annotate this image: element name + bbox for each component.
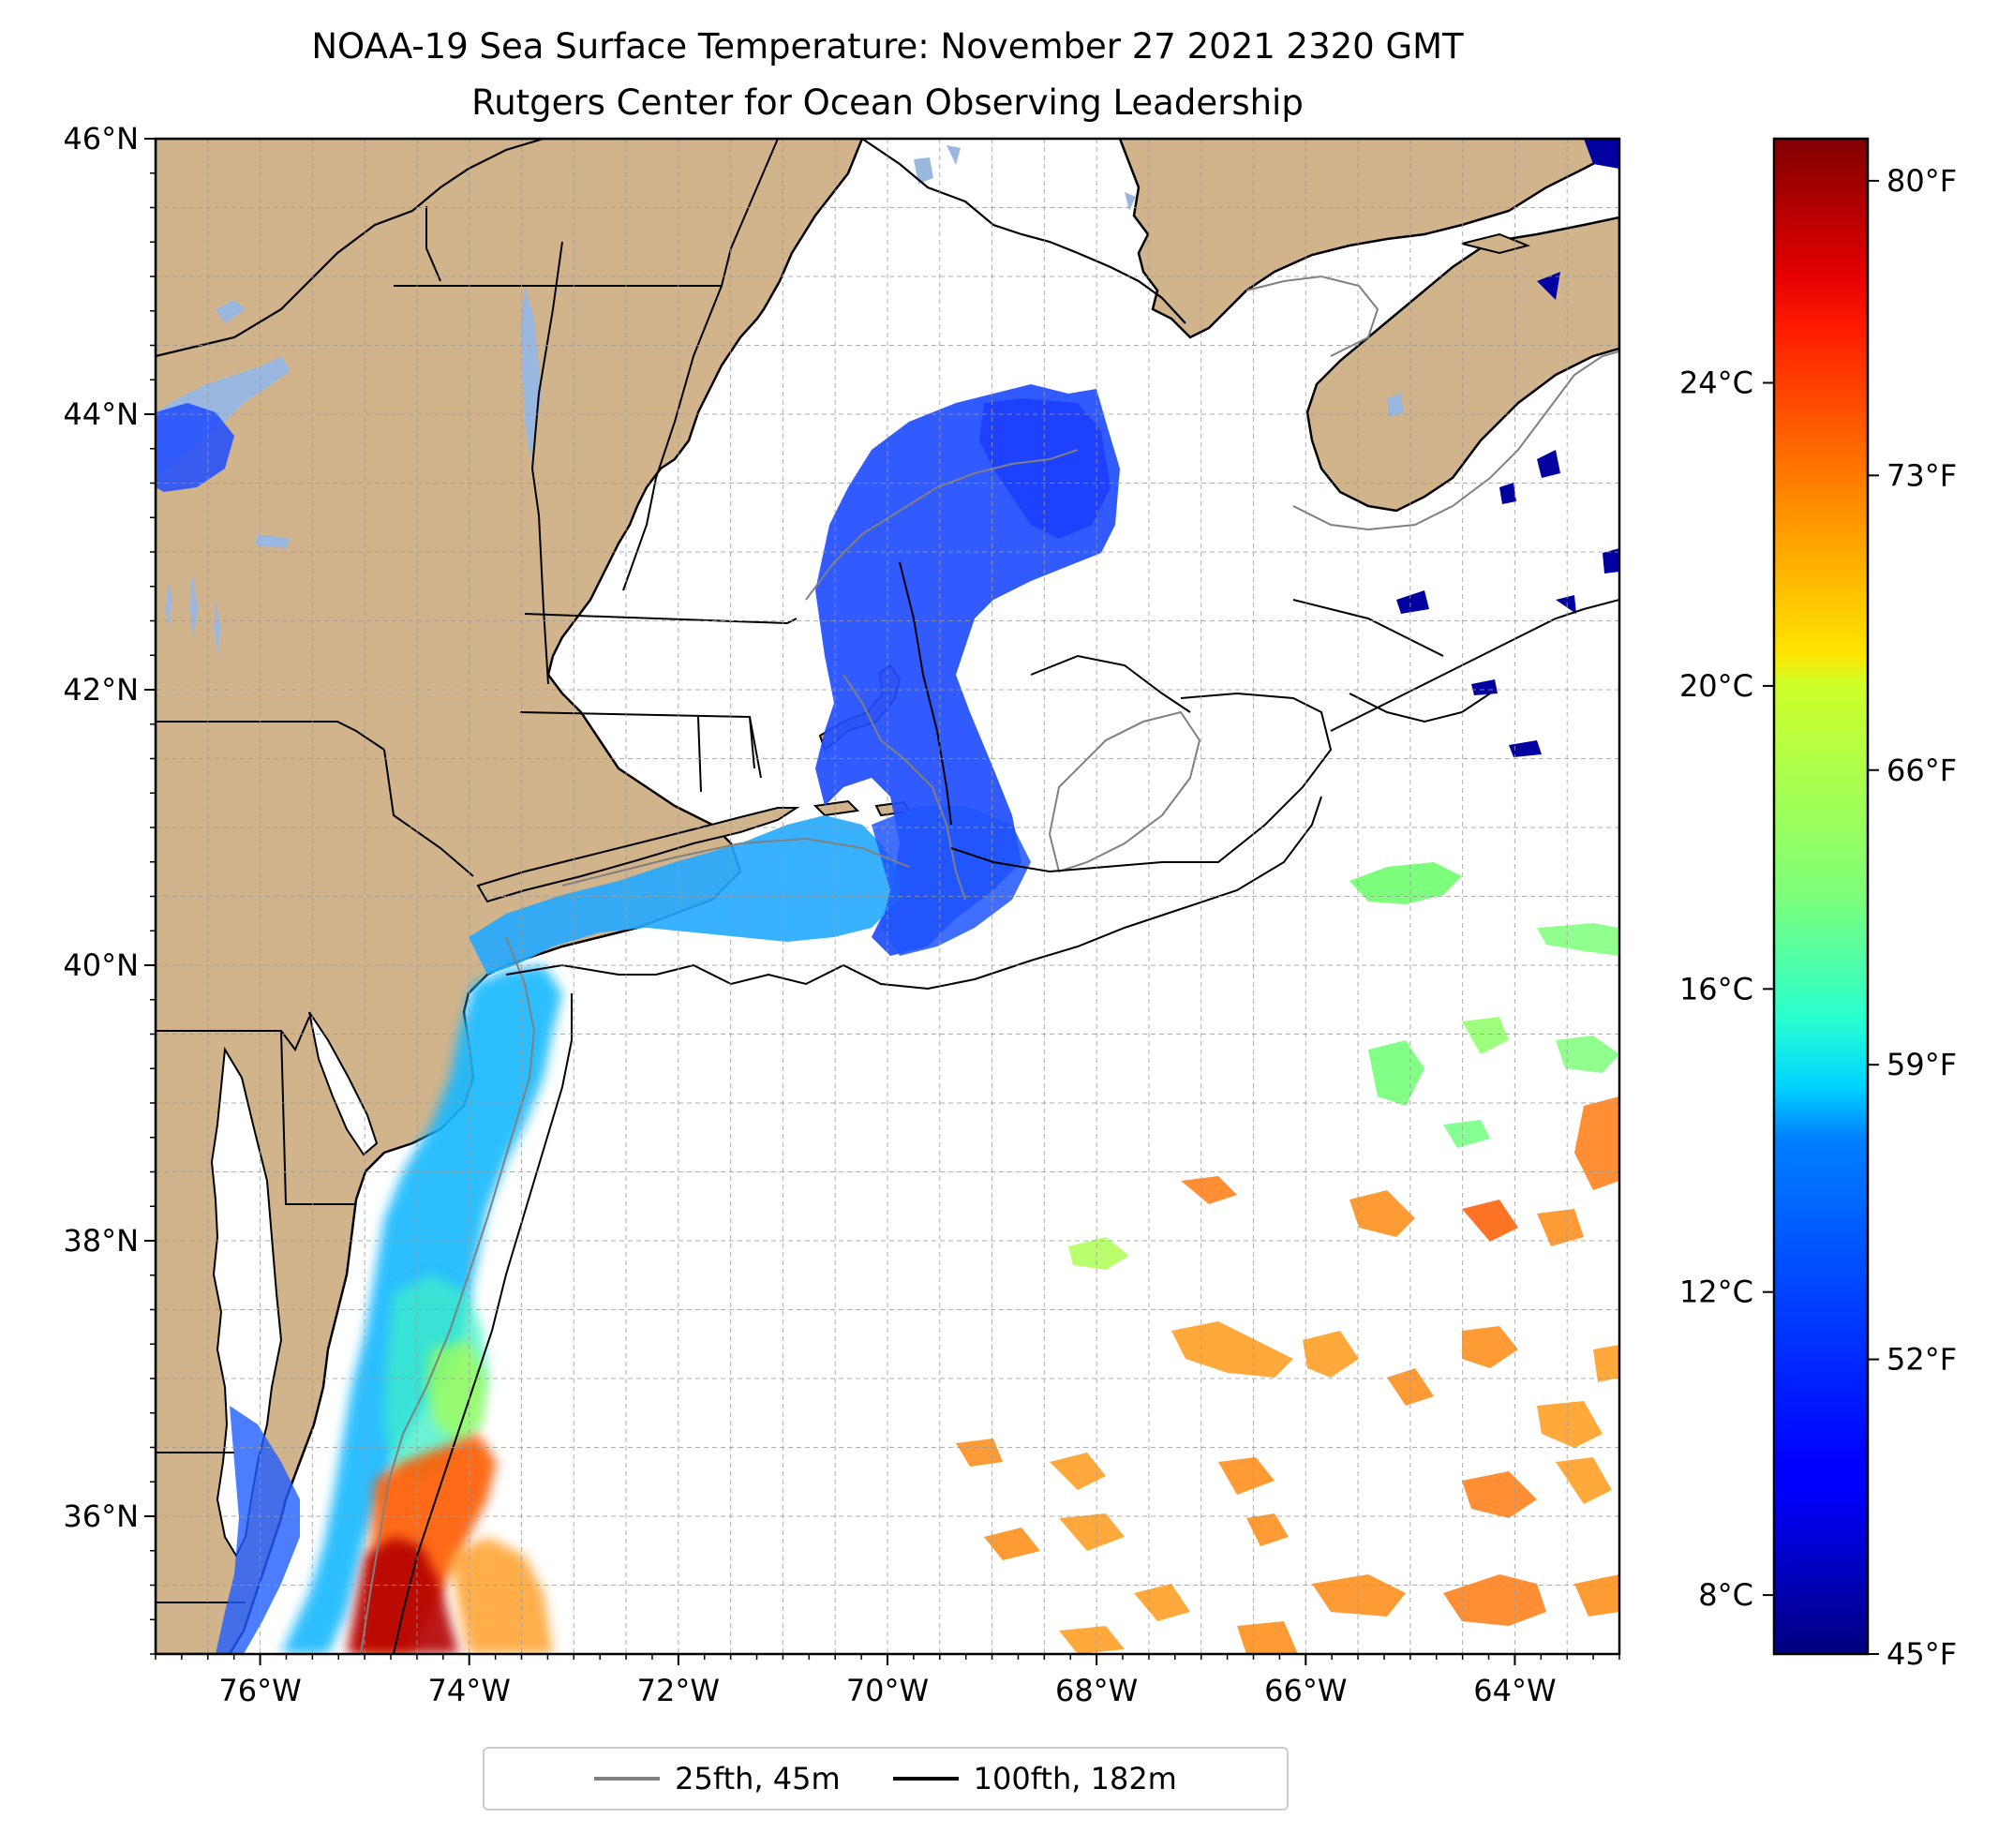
- legend-line-25fth: [594, 1777, 661, 1781]
- long-island: [476, 807, 800, 903]
- lon-tick-label: 66°W: [1264, 1673, 1347, 1708]
- colorbar-fahrenheit-label: 59°F: [1886, 1047, 1957, 1082]
- legend-label-25fth: 25fth, 45m: [675, 1761, 841, 1796]
- country-border: [156, 139, 1186, 358]
- colorbar-fahrenheit-label: 66°F: [1886, 753, 1957, 788]
- legend-item-25fth: 25fth, 45m: [594, 1761, 841, 1796]
- legend-item-100fth: 100fth, 182m: [892, 1761, 1177, 1796]
- isobath-25-fathom: [360, 275, 1619, 1654]
- land-nova-scotia: [1305, 216, 1619, 513]
- lat-tick-label: 36°N: [63, 1498, 139, 1534]
- delaware-bay: [308, 1011, 379, 1156]
- colorbar-celsius-label: 8°C: [1698, 1577, 1753, 1613]
- legend-label-100fth: 100fth, 182m: [973, 1761, 1177, 1796]
- title-line-2: Rutgers Center for Ocean Observing Leade…: [471, 82, 1304, 123]
- legend-line-100fth: [892, 1777, 959, 1781]
- lon-tick-label: 68°W: [1055, 1673, 1138, 1708]
- land-pei: [1461, 232, 1531, 255]
- colorbar-fahrenheit-label: 45°F: [1886, 1636, 1957, 1672]
- map-ticks: 76°W 74°W 72°W 70°W 68°W 66°W 64°W 46°N 44°N 42°N…: [63, 121, 1620, 1708]
- colorbar-fahrenheit-ticks: 80°F 73°F 66°F 59°F 52°F 45°F: [1868, 163, 1957, 1672]
- lon-tick-label: 74°W: [428, 1673, 511, 1708]
- lat-tick-label: 38°N: [63, 1223, 139, 1259]
- lon-tick-label: 72°W: [637, 1673, 720, 1708]
- colorbar-fahrenheit-label: 52°F: [1886, 1342, 1957, 1378]
- lat-tick-label: 44°N: [63, 396, 139, 432]
- colorbar: 24°C 20°C 16°C 12°C 8°C 80°F 73°F 66°F 59°F 52°F…: [1679, 137, 1957, 1672]
- colorbar-celsius-label: 24°C: [1679, 365, 1753, 401]
- map-area: [156, 139, 1619, 1654]
- isobath-100-fathom: [393, 561, 1619, 1654]
- colorbar-fahrenheit-label: 80°F: [1886, 163, 1957, 199]
- lat-tick-label: 40°N: [63, 947, 139, 983]
- lake-ns: [1387, 394, 1404, 417]
- chesapeake-bay: [210, 1046, 283, 1558]
- lat-tick-label: 42°N: [63, 672, 139, 708]
- lon-tick-label: 76°W: [218, 1673, 301, 1708]
- lon-tick-label: 64°W: [1473, 1673, 1556, 1708]
- legend: 25fth, 45m 100fth, 182m: [483, 1747, 1289, 1811]
- colorbar-celsius-ticks: 24°C 20°C 16°C 12°C 8°C: [1679, 365, 1774, 1613]
- cold-dots: [1396, 139, 1619, 757]
- lon-tick-label: 70°W: [846, 1673, 929, 1708]
- title-line-1: NOAA-19 Sea Surface Temperature: Novembe…: [311, 26, 1464, 67]
- lat-tick-label: 46°N: [63, 121, 139, 156]
- colorbar-celsius-label: 12°C: [1679, 1274, 1753, 1310]
- colorbar-celsius-label: 16°C: [1679, 971, 1753, 1006]
- finger-lakes: [165, 572, 221, 656]
- colorbar-fahrenheit-label: 73°F: [1886, 457, 1957, 493]
- colorbar-celsius-label: 20°C: [1679, 668, 1753, 704]
- colorbar-gradient: [1772, 137, 1870, 1656]
